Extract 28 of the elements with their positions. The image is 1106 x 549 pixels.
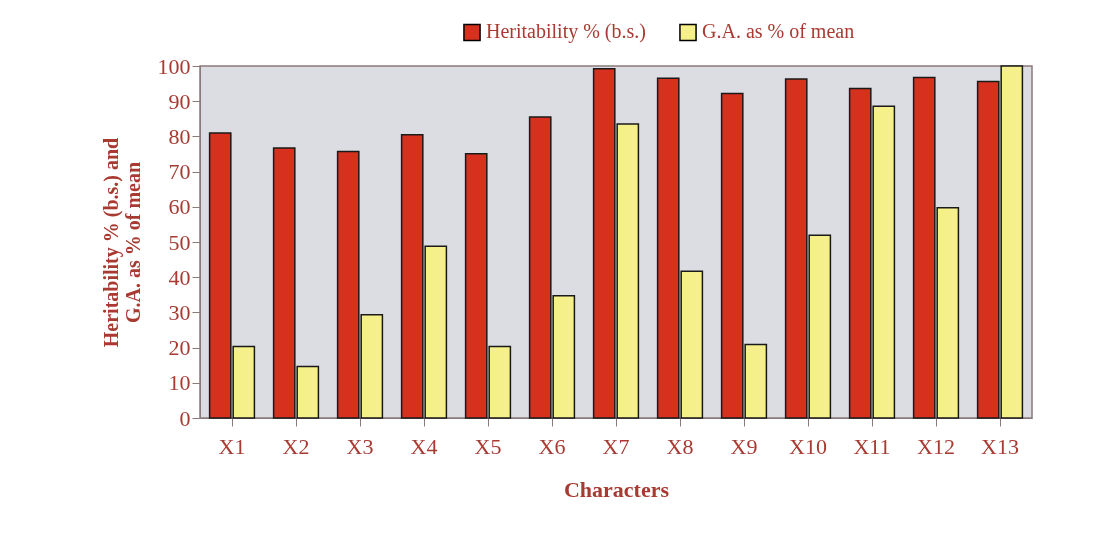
- x-tick-label: X9: [730, 433, 758, 459]
- y-tick-label: 90: [168, 88, 191, 114]
- x-tick-label: X11: [853, 433, 891, 459]
- legend-label: G.A. as % of mean: [702, 20, 855, 43]
- x-tick-label: X13: [981, 433, 1019, 459]
- x-axis-title: Characters: [563, 476, 670, 502]
- y-tick-label: 50: [168, 229, 191, 255]
- y-tick-label: 40: [168, 264, 191, 290]
- x-tick-label: X6: [538, 433, 566, 459]
- y-tick-label: 100: [157, 53, 191, 79]
- y-tick-label: 30: [168, 299, 191, 325]
- y-tick-label: 80: [168, 123, 191, 149]
- x-tick-label: X7: [602, 433, 630, 459]
- x-tick-label: X4: [410, 433, 438, 459]
- y-tick-label: 70: [168, 159, 191, 185]
- x-tick-label: X2: [282, 433, 310, 459]
- legend-label: Heritability % (b.s.): [486, 20, 646, 44]
- x-tick-label: X3: [346, 433, 374, 459]
- x-tick-label: X10: [789, 433, 827, 459]
- x-tick-label: X1: [218, 433, 246, 459]
- x-tick-label: X8: [666, 433, 694, 459]
- y-tick-label: 0: [179, 405, 191, 431]
- y-tick-label: 10: [168, 370, 191, 396]
- y-axis-title: Heritability % (b.s.) and G.A. as % of mean: [99, 137, 144, 348]
- x-tick-label: X12: [917, 433, 955, 459]
- x-tick-label: X5: [474, 433, 502, 459]
- y-tick-label: 20: [168, 335, 191, 361]
- y-tick-label: 60: [168, 194, 191, 220]
